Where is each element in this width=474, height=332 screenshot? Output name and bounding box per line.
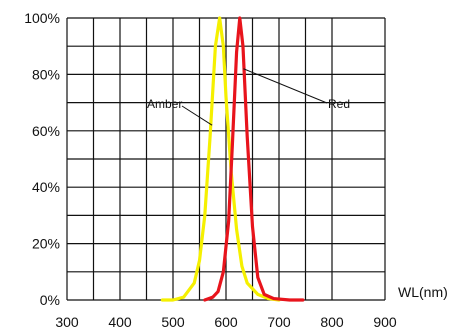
x-tick-label: 600 <box>214 314 238 330</box>
annotation-red: Red <box>328 97 350 111</box>
x-tick-label: 400 <box>108 314 132 330</box>
x-tick-label: 500 <box>161 314 185 330</box>
x-axis-label: WL(nm) <box>398 284 448 300</box>
annotation-amber: Amber <box>147 97 182 111</box>
y-tick-labels: 0% 20% 40% 60% 80% 100% <box>24 10 60 308</box>
y-tick-label: 0% <box>40 292 60 308</box>
annotation-leader-amber <box>181 105 213 126</box>
y-tick-label: 40% <box>32 179 60 195</box>
y-tick-label: 80% <box>32 66 60 82</box>
series-layer <box>160 16 305 302</box>
y-tick-label: 20% <box>32 236 60 252</box>
x-tick-label: 900 <box>373 314 397 330</box>
series-line-amber <box>160 16 281 302</box>
x-tick-label: 700 <box>267 314 291 330</box>
x-tick-labels: 300 400 500 600 700 800 900 <box>55 314 397 330</box>
series-line-red <box>203 16 305 302</box>
y-tick-label: 100% <box>24 10 60 26</box>
x-tick-label: 300 <box>55 314 79 330</box>
x-tick-label: 800 <box>320 314 344 330</box>
y-tick-label: 60% <box>32 123 60 139</box>
annotations: Amber Red <box>147 68 350 126</box>
annotation-leader-red <box>243 68 328 104</box>
grid-lines <box>66 17 386 301</box>
